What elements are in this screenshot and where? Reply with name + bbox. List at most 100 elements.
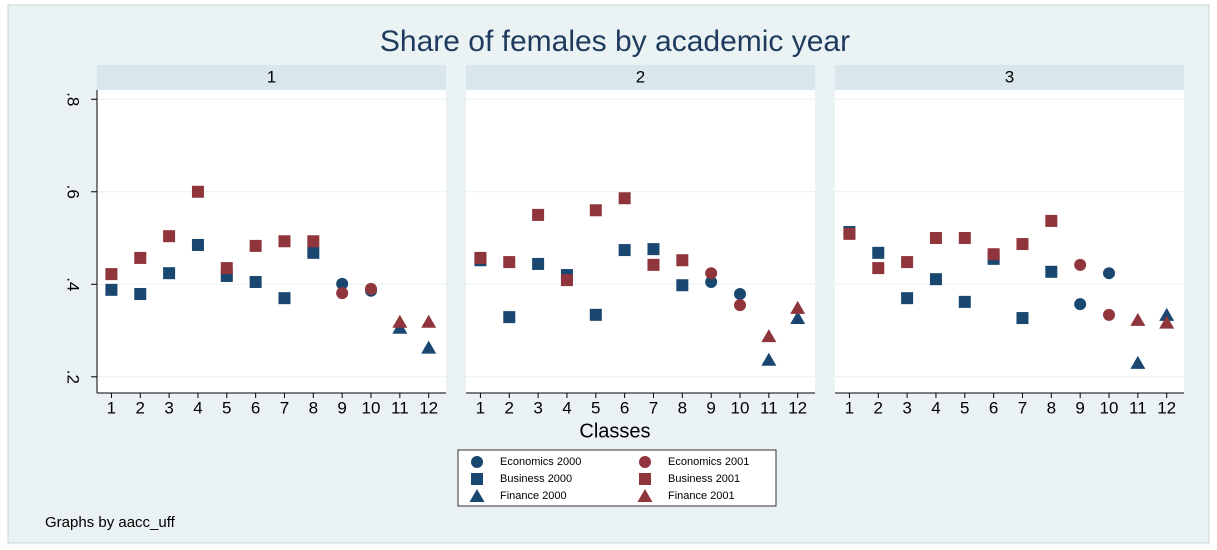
- x-tick-label: 12: [419, 398, 438, 417]
- data-point: [872, 246, 885, 259]
- data-point: [1045, 214, 1058, 227]
- legend-marker: [471, 456, 483, 468]
- x-tick-label: 12: [788, 398, 807, 417]
- data-point: [705, 275, 718, 288]
- x-tick-label: 3: [164, 398, 173, 417]
- data-point: [790, 311, 806, 325]
- data-point: [336, 277, 349, 290]
- x-tick-label: 3: [902, 398, 911, 417]
- data-point: [278, 235, 291, 248]
- y-tick-label: .2: [64, 370, 83, 384]
- data-point: [249, 275, 262, 288]
- x-axis-title: Classes: [579, 420, 650, 442]
- data-point: [278, 292, 291, 305]
- data-point: [474, 251, 487, 264]
- legend-marker: [639, 456, 651, 468]
- x-tick-label: 8: [678, 398, 687, 417]
- data-point: [1045, 265, 1058, 278]
- data-point: [191, 238, 204, 251]
- legend-marker: [637, 489, 653, 502]
- data-point: [901, 256, 914, 269]
- data-point: [1074, 298, 1087, 311]
- panel-label: 3: [1005, 67, 1014, 86]
- x-tick-label: 4: [931, 398, 940, 417]
- data-point: [676, 279, 689, 292]
- x-tick-label: 1: [476, 398, 485, 417]
- data-point: [705, 267, 718, 280]
- data-point: [249, 239, 262, 252]
- data-point: [220, 262, 233, 275]
- data-point: [734, 288, 747, 301]
- x-tick-label: 6: [251, 398, 260, 417]
- note: Graphs by aacc_uff: [45, 514, 176, 531]
- data-point: [421, 314, 437, 328]
- data-point: [1016, 238, 1029, 251]
- y-tick-label: .4: [64, 277, 83, 291]
- x-tick-label: 5: [960, 398, 969, 417]
- data-point: [843, 227, 856, 240]
- x-tick-label: 1: [845, 398, 854, 417]
- x-tick-label: 8: [1047, 398, 1056, 417]
- data-point: [929, 232, 942, 245]
- x-tick-label: 12: [1157, 398, 1176, 417]
- legend-label: Finance 2000: [500, 490, 567, 502]
- data-point: [365, 282, 378, 295]
- data-point: [503, 256, 516, 269]
- legend-marker: [469, 489, 485, 502]
- data-point: [589, 204, 602, 217]
- data-point: [532, 257, 545, 270]
- x-tick-label: 6: [620, 398, 629, 417]
- x-tick-label: 2: [874, 398, 883, 417]
- data-point: [958, 232, 971, 245]
- x-tick-label: 6: [989, 398, 998, 417]
- data-point: [589, 308, 602, 321]
- x-tick-label: 10: [362, 398, 381, 417]
- data-point: [392, 314, 408, 328]
- data-point: [560, 274, 573, 287]
- x-tick-label: 5: [222, 398, 231, 417]
- x-tick-label: 4: [562, 398, 571, 417]
- data-point: [163, 230, 176, 243]
- panel-header: [97, 65, 446, 90]
- data-point: [163, 267, 176, 280]
- data-point: [307, 235, 320, 248]
- data-point: [1016, 312, 1029, 325]
- data-point: [134, 288, 147, 301]
- x-tick-label: 10: [1100, 398, 1119, 417]
- data-point: [1130, 312, 1146, 326]
- x-tick-label: 7: [280, 398, 289, 417]
- data-point: [618, 244, 631, 257]
- panel-header: [466, 65, 815, 90]
- data-point: [532, 208, 545, 221]
- data-point: [761, 352, 777, 366]
- x-tick-label: 7: [649, 398, 658, 417]
- data-point: [1159, 315, 1175, 329]
- legend-label: Business 2001: [668, 473, 740, 485]
- legend-marker: [471, 473, 483, 485]
- plot-area: [835, 90, 1184, 393]
- x-tick-label: 4: [193, 398, 202, 417]
- x-tick-label: 9: [706, 398, 715, 417]
- data-point: [1130, 355, 1146, 369]
- panel-label: 1: [267, 67, 276, 86]
- y-tick-label: .8: [64, 92, 83, 106]
- data-point: [647, 258, 660, 271]
- legend: [457, 449, 777, 507]
- x-tick-label: 11: [391, 398, 409, 417]
- chart-title: Share of females by academic year: [380, 25, 850, 58]
- data-point: [1103, 267, 1116, 280]
- x-tick-label: 1: [107, 398, 116, 417]
- data-point: [105, 283, 118, 296]
- data-point: [105, 268, 118, 281]
- legend-label: Business 2000: [500, 473, 572, 485]
- data-point: [191, 185, 204, 198]
- data-point: [734, 299, 747, 312]
- x-tick-label: 2: [505, 398, 514, 417]
- data-point: [1159, 307, 1175, 321]
- data-point: [647, 243, 660, 256]
- data-point: [987, 248, 1000, 261]
- legend-label: Economics 2000: [500, 456, 581, 468]
- legend-marker: [639, 473, 651, 485]
- data-point: [1074, 258, 1087, 271]
- data-point: [503, 311, 516, 324]
